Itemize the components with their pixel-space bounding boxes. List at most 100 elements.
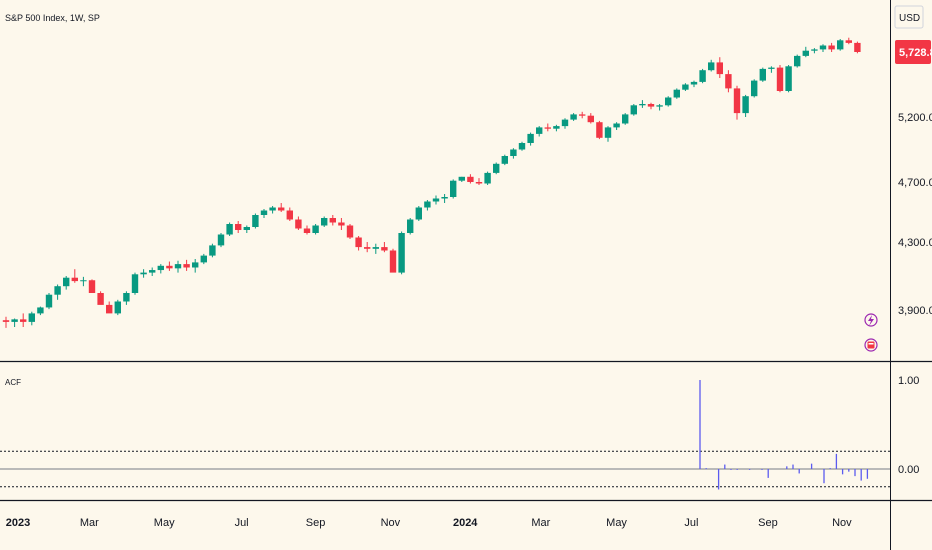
candle-body <box>656 105 663 107</box>
last-price-badge <box>895 40 931 64</box>
candle-body <box>458 176 465 181</box>
candle-body <box>217 234 225 246</box>
candle-body <box>192 262 199 268</box>
candle-body <box>690 81 698 85</box>
candle-body <box>114 301 121 314</box>
candle-body <box>467 176 474 182</box>
candle-body <box>630 105 637 115</box>
candle-body <box>2 320 10 322</box>
candle-body <box>37 307 44 314</box>
candle-body <box>484 172 491 184</box>
candle-body <box>579 114 586 116</box>
calendar-event-icon[interactable] <box>864 338 878 352</box>
time-tick-label: Jul <box>235 517 249 529</box>
candle-body <box>312 225 319 233</box>
acf-tick-label: 1.00 <box>898 375 919 387</box>
candle-body <box>278 207 285 211</box>
candle-body <box>785 66 792 91</box>
flash-icon[interactable] <box>864 313 878 327</box>
candle-body <box>441 197 448 199</box>
candle-body <box>828 45 835 50</box>
candle-body <box>295 219 302 229</box>
candle-body <box>252 215 259 227</box>
candle-body <box>226 224 233 235</box>
candle-body <box>424 201 431 208</box>
candle-body <box>553 126 560 129</box>
candle-body <box>854 42 861 52</box>
time-tick-label: Jul <box>684 517 698 529</box>
candle-body <box>140 272 147 275</box>
candle-body <box>329 218 336 223</box>
candle-body <box>544 127 551 129</box>
price-tick-label: 4,700.00 <box>898 177 932 189</box>
candle-body <box>673 89 680 98</box>
candle-body <box>493 163 500 173</box>
candle-body <box>407 219 414 233</box>
time-tick-label: Mar <box>80 517 99 529</box>
candle-body <box>682 84 689 90</box>
candle-body <box>346 225 354 238</box>
candles-layer <box>2 37 861 328</box>
currency-box[interactable] <box>894 5 924 29</box>
candle-body <box>80 280 87 282</box>
candle-body <box>286 210 293 220</box>
time-tick-label: 2023 <box>6 517 30 529</box>
candle-body <box>622 114 629 124</box>
candle-body <box>536 127 543 134</box>
candle-body <box>11 319 18 322</box>
candle-body <box>596 122 603 138</box>
candle-body <box>819 45 827 50</box>
candle-body <box>794 55 801 67</box>
candle-body <box>174 264 182 269</box>
time-tick-label: Nov <box>381 517 401 529</box>
time-tick-label: May <box>606 517 627 529</box>
candle-body <box>157 265 164 271</box>
candle-body <box>432 198 440 202</box>
candle-body <box>527 133 534 143</box>
candle-body <box>200 255 207 263</box>
candle-body <box>398 233 405 273</box>
candle-body <box>415 207 422 220</box>
indicator-title: ACF <box>5 378 21 387</box>
price-tick-label: 4,300.00 <box>898 237 932 249</box>
candle-body <box>751 80 758 97</box>
candle-body <box>381 247 388 251</box>
candle-body <box>518 143 526 150</box>
candle-body <box>243 227 250 230</box>
candle-body <box>613 123 620 128</box>
candle-body <box>561 119 569 127</box>
currency-label: USD <box>899 13 920 24</box>
candle-body <box>776 67 784 91</box>
candle-body <box>149 270 156 273</box>
last-price-label: 5,728.81 <box>899 47 932 59</box>
acf-tick-label: 0.00 <box>898 464 919 476</box>
candle-body <box>604 127 612 138</box>
candle-body <box>338 222 345 226</box>
candle-body <box>389 250 397 273</box>
candle-body <box>20 319 27 322</box>
candle-body <box>88 280 96 293</box>
candle-body <box>321 218 328 226</box>
time-tick-label: 2024 <box>453 517 478 529</box>
candle-body <box>355 237 362 248</box>
candle-body <box>303 228 311 233</box>
candle-body <box>166 265 173 269</box>
candle-body <box>716 62 723 75</box>
candle-body <box>733 88 741 114</box>
candle-body <box>759 68 766 81</box>
candle-body <box>837 40 844 50</box>
symbol-label: S&P 500 Index, 1W, SP <box>5 13 100 23</box>
candle-body <box>183 264 190 268</box>
candle-body <box>845 40 852 43</box>
candle-body <box>97 293 104 305</box>
candle-body <box>28 313 35 322</box>
acf-pane[interactable] <box>0 380 890 490</box>
candle-body <box>647 104 655 107</box>
time-tick-label: Sep <box>306 517 326 529</box>
candle-body <box>450 180 457 197</box>
candle-body <box>501 156 508 164</box>
candle-body <box>510 149 517 156</box>
price-tick-label: 3,900.00 <box>898 305 932 317</box>
